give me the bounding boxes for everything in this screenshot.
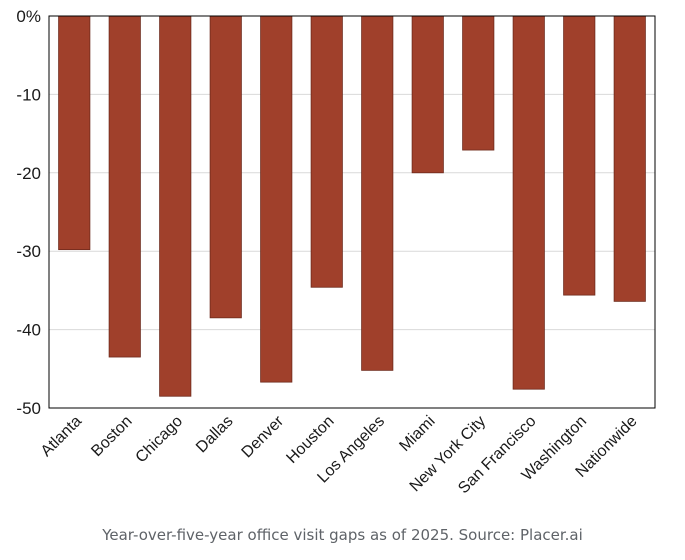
y-tick-labels: 0% -10 -20 -30 -40 -50 xyxy=(16,7,41,418)
x-tick-label: Miami xyxy=(396,413,438,455)
x-tick-label: Boston xyxy=(88,413,135,460)
y-tick-label: -50 xyxy=(16,399,41,418)
bar-washington xyxy=(563,15,596,296)
bar-denver xyxy=(260,15,293,383)
bars xyxy=(58,15,646,397)
x-tick-label: Chicago xyxy=(133,413,187,467)
x-tick-label: Denver xyxy=(239,412,288,461)
y-tick-label: -10 xyxy=(16,85,41,104)
bar-new-york-city xyxy=(462,15,495,151)
bar-miami xyxy=(411,15,444,174)
bar-boston xyxy=(108,15,141,358)
chart-caption: Year-over-five-year office visit gaps as… xyxy=(102,526,583,544)
bar-los-angeles xyxy=(361,15,394,371)
bar-atlanta xyxy=(58,15,91,251)
bar-houston xyxy=(310,15,343,288)
x-tick-label: Dallas xyxy=(193,413,236,456)
bar-nationwide xyxy=(613,15,646,302)
y-tick-label: -20 xyxy=(16,164,41,183)
y-tick-label: -40 xyxy=(16,321,41,340)
bar-san-francisco xyxy=(512,15,545,390)
bar-chicago xyxy=(159,15,192,397)
y-tick-label: -30 xyxy=(16,242,41,261)
y-tick-label: 0% xyxy=(16,7,41,26)
x-tick-label: Atlanta xyxy=(38,413,85,460)
plot-frame xyxy=(48,15,656,409)
bar-dallas xyxy=(209,15,242,319)
